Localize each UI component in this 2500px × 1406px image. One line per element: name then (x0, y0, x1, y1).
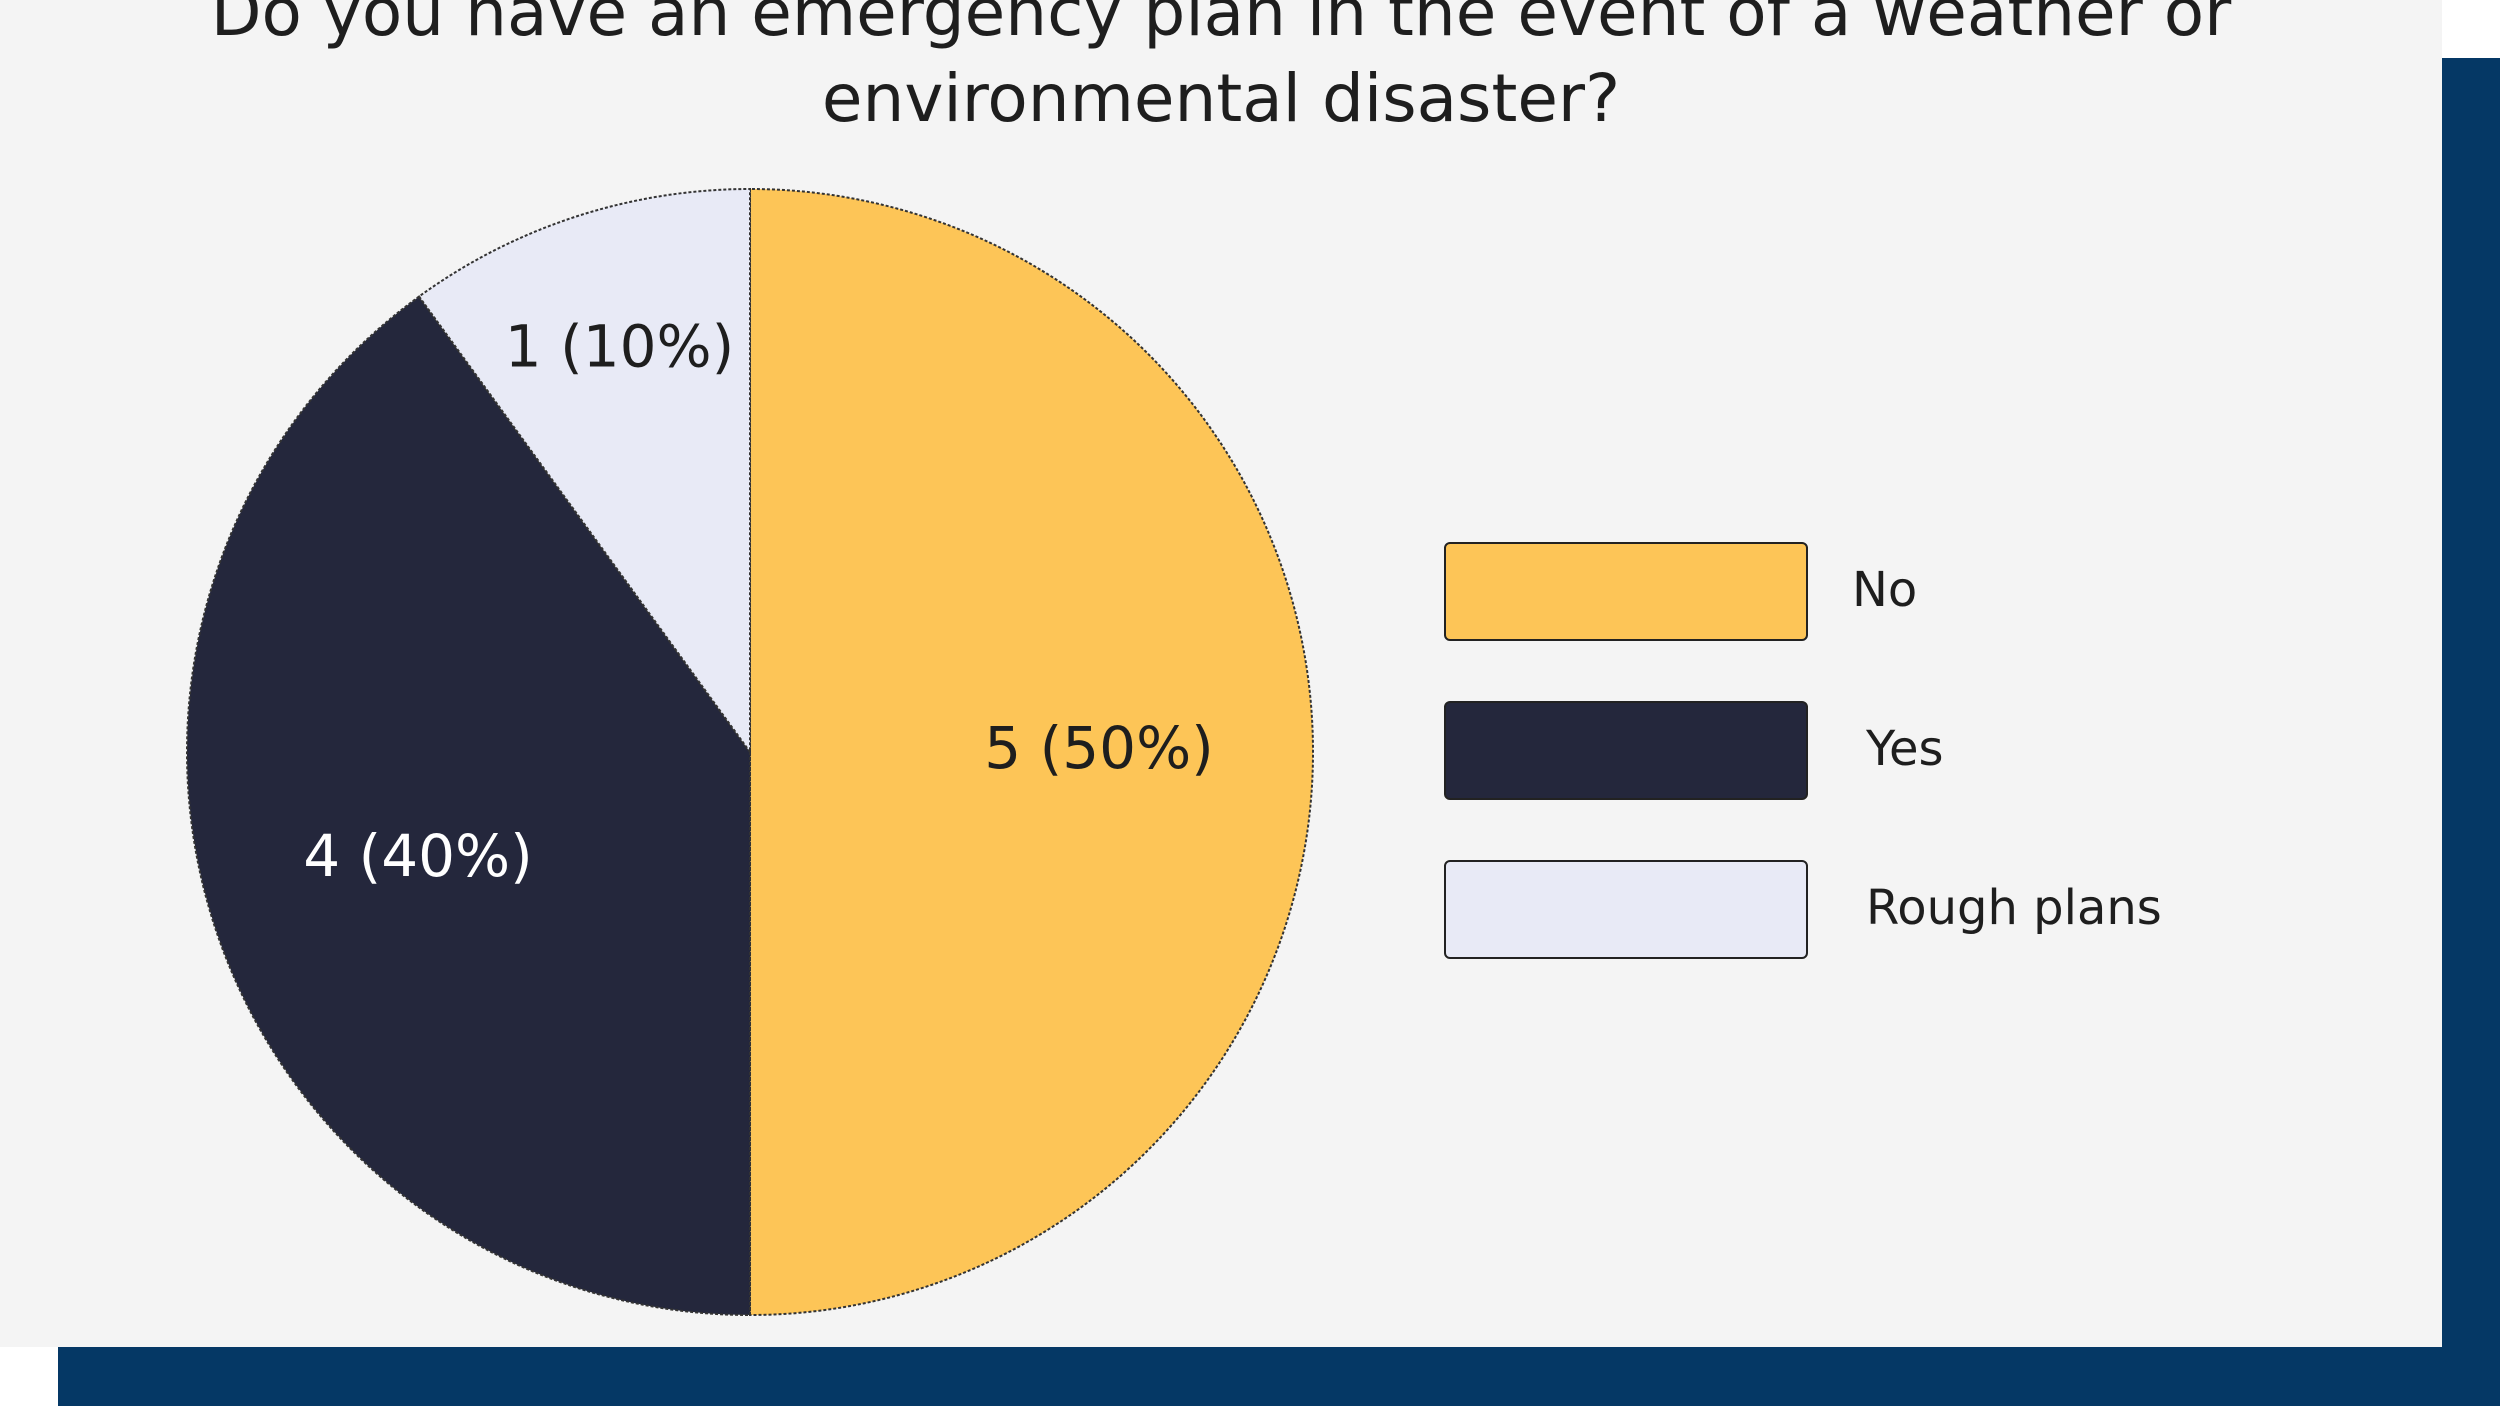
legend-swatch-no (1444, 542, 1808, 641)
legend-label-rough-plans: Rough plans (1866, 880, 2162, 936)
legend-swatch-yes (1444, 701, 1808, 800)
legend-label-no: No (1852, 562, 1918, 618)
slice-label-rough-plans: 1 (10%) (505, 313, 735, 381)
pie-slice-no (749, 187, 1314, 1317)
background-band-bottom (58, 1347, 2500, 1406)
slice-label-no: 5 (50%) (984, 714, 1214, 782)
pie-slice-rough-plans (417, 187, 751, 756)
slice-label-yes: 4 (40%) (303, 822, 533, 890)
legend-label-yes: Yes (1866, 721, 1944, 777)
chart-card: Do you have an emergency plan in the eve… (0, 0, 2442, 1347)
legend-swatch-rough-plans (1444, 860, 1808, 959)
background-band-right (2440, 58, 2500, 1406)
pie-chart: 5 (50%) 4 (40%) 1 (10%) (185, 187, 1314, 1317)
chart-title: Do you have an emergency plan in the eve… (210, 0, 2232, 137)
pie-slice-yes (185, 295, 751, 1317)
